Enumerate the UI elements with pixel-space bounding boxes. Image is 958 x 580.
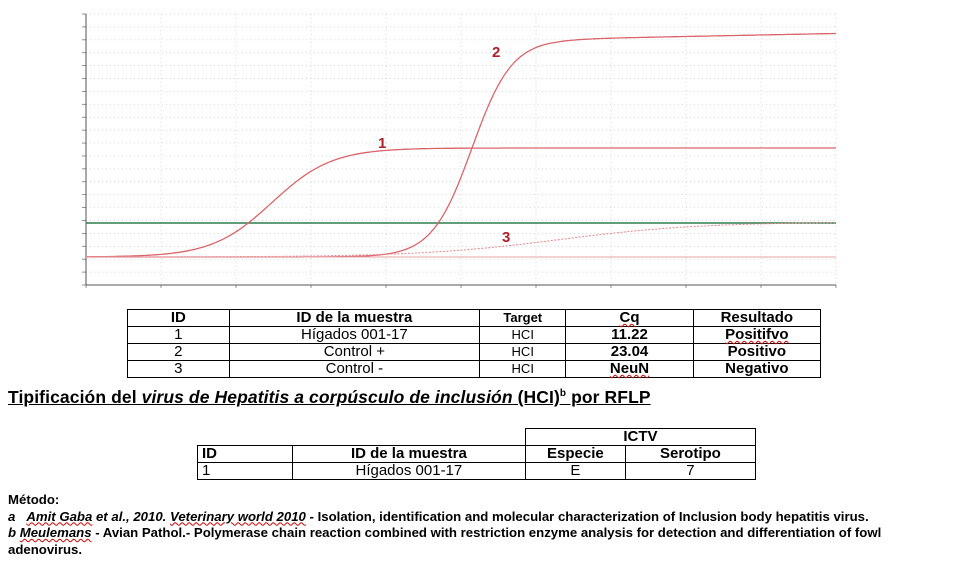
amplification-curves	[86, 32, 836, 258]
col-header-species: Especie	[524, 445, 626, 463]
typing-section-title: Tipificación del virus de Hepatitis a co…	[8, 387, 651, 407]
cell-sample: Control +	[228, 343, 481, 361]
reference-b: b Meulemans - Avian Pathol.- Polymerase …	[8, 525, 882, 557]
table-row: 3 Control - HCI NeuN Negativo	[127, 360, 822, 378]
cell-id: 1	[197, 462, 293, 480]
method-label: Método:	[8, 492, 60, 507]
curve-label-3: 3	[502, 229, 510, 246]
curve-1	[86, 147, 836, 258]
cell-sample: Hígados 001-17	[291, 462, 526, 480]
method-section: Método: a Amit Gaba et al., 2010. Veteri…	[8, 492, 952, 558]
cell-serotype: 7	[624, 462, 757, 480]
col-header-sample: ID de la muestra	[228, 309, 481, 327]
cell-sample: Hígados 001-17	[228, 326, 481, 344]
col-header-id: ID	[127, 309, 230, 327]
amplification-chart: 1 2 3	[82, 13, 837, 288]
group-header-ictv: ICTV	[524, 428, 757, 446]
result-table: ID ID de la muestra Target Cq Resultado …	[127, 309, 822, 378]
col-header-result: Resultado	[692, 309, 822, 327]
table-row: 1 Hígados 001-17 E 7	[197, 462, 757, 480]
blank-cell	[198, 429, 526, 446]
cell-target: HCI	[479, 326, 567, 344]
cell-species: E	[524, 462, 626, 480]
reference-a: a Amit Gaba et al., 2010. Veterinary wor…	[8, 508, 869, 524]
table-row: 1 Hígados 001-17 HCI 11.22 Positifvo	[127, 326, 822, 344]
cell-cq: 23.04	[565, 343, 694, 361]
col-header-target: Target	[479, 309, 567, 327]
curve-label-2: 2	[492, 44, 500, 61]
cell-id: 1	[127, 326, 230, 344]
cell-target: HCI	[479, 343, 567, 361]
cell-result: Negativo	[692, 360, 822, 378]
col-header-cq: Cq	[565, 309, 694, 327]
col-header-id: ID	[197, 445, 293, 463]
curve-3	[86, 222, 836, 258]
cell-id: 3	[127, 360, 230, 378]
cell-sample: Control -	[228, 360, 481, 378]
chart-axes	[82, 13, 837, 288]
table-row: 2 Control + HCI 23.04 Positivo	[127, 343, 822, 361]
chart-grid	[85, 13, 837, 286]
cell-id: 2	[127, 343, 230, 361]
cell-cq: 11.22	[565, 326, 694, 344]
cell-target: HCI	[479, 360, 567, 378]
curve-label-1: 1	[378, 135, 386, 152]
col-header-serotype: Serotipo	[624, 445, 757, 463]
cell-result: Positivo	[692, 343, 822, 361]
table-group-header-row: ICTV	[198, 428, 757, 446]
col-header-sample: ID de la muestra	[291, 445, 526, 463]
table-header-row: ID ID de la muestra Especie Serotipo	[197, 445, 757, 463]
ictv-table: ICTV ID ID de la muestra Especie Serotip…	[197, 428, 757, 480]
table-header-row: ID ID de la muestra Target Cq Resultado	[127, 309, 822, 327]
cell-result: Positifvo	[692, 326, 822, 344]
cell-cq: NeuN	[565, 360, 694, 378]
